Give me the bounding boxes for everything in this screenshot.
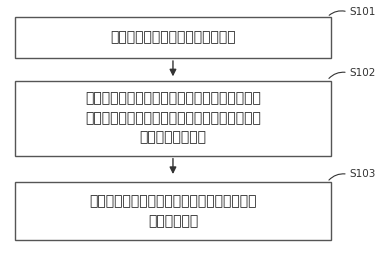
Text: 根据显示屏至用户之间距离值与显示屏分辨率之
间的预设对应关系，读取与所检测的距离值所对
应的显示屏分辨率: 根据显示屏至用户之间距离值与显示屏分辨率之 间的预设对应关系，读取与所检测的距离… <box>85 92 261 145</box>
Text: S102: S102 <box>350 68 376 78</box>
Text: 将所读取的显示屏分辨率切换作为当前显示屏
的显示分辨率: 将所读取的显示屏分辨率切换作为当前显示屏 的显示分辨率 <box>89 195 257 228</box>
Text: 实时检测用户至显示屏之间的距离: 实时检测用户至显示屏之间的距离 <box>110 31 236 45</box>
FancyBboxPatch shape <box>15 182 331 240</box>
Text: S103: S103 <box>350 169 376 179</box>
FancyBboxPatch shape <box>15 17 331 58</box>
FancyBboxPatch shape <box>15 81 331 156</box>
Text: S101: S101 <box>350 7 376 17</box>
